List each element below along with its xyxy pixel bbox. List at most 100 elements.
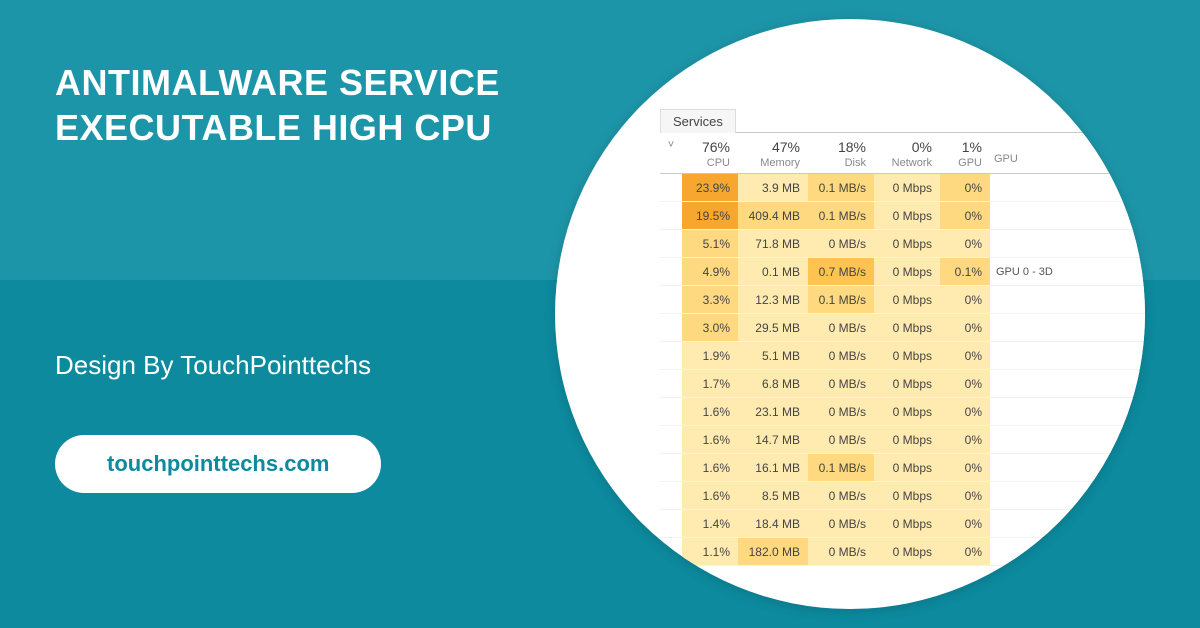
table-row[interactable]: 3.3%12.3 MB0.1 MB/s0 Mbps0% [660, 286, 1145, 314]
task-manager-panel: Services ˅ 76% CPU 47% Memory 18% Disk 0… [660, 109, 1145, 566]
table-row[interactable]: 1.6%8.5 MB0 MB/s0 Mbps0% [660, 482, 1145, 510]
col-gpu[interactable]: 1% GPU [940, 139, 990, 169]
col-disk-label: Disk [808, 157, 866, 169]
cell-cpu: 1.6% [682, 482, 738, 509]
table-row[interactable]: 5.1%71.8 MB0 MB/s0 Mbps0% [660, 230, 1145, 258]
cell-cpu: 3.3% [682, 286, 738, 313]
cell-disk: 0 MB/s [808, 342, 874, 369]
cell-memory: 409.4 MB [738, 202, 808, 229]
cell-gpu: 0% [940, 454, 990, 481]
cell-gpu: 0% [940, 510, 990, 537]
col-network-label: Network [874, 157, 932, 169]
table-row[interactable]: 1.7%6.8 MB0 MB/s0 Mbps0% [660, 370, 1145, 398]
cell-memory: 0.1 MB [738, 258, 808, 285]
cell-network: 0 Mbps [874, 258, 940, 285]
table-row[interactable]: 3.0%29.5 MB0 MB/s0 Mbps0% [660, 314, 1145, 342]
cell-cpu: 23.9% [682, 174, 738, 201]
cell-gpu-engine [990, 342, 1145, 369]
cell-memory: 16.1 MB [738, 454, 808, 481]
table-row[interactable]: 1.9%5.1 MB0 MB/s0 Mbps0% [660, 342, 1145, 370]
cell-network: 0 Mbps [874, 286, 940, 313]
cell-gpu: 0% [940, 230, 990, 257]
col-network-percent: 0% [874, 139, 932, 155]
cell-disk: 0.1 MB/s [808, 174, 874, 201]
cell-gpu-engine [990, 510, 1145, 537]
cell-gpu-engine [990, 202, 1145, 229]
cell-cpu: 1.7% [682, 370, 738, 397]
table-row[interactable]: 1.6%14.7 MB0 MB/s0 Mbps0% [660, 426, 1145, 454]
cell-network: 0 Mbps [874, 482, 940, 509]
cell-disk: 0.7 MB/s [808, 258, 874, 285]
table-row[interactable]: 1.4%18.4 MB0 MB/s0 Mbps0% [660, 510, 1145, 538]
cell-gpu: 0% [940, 286, 990, 313]
cell-cpu: 1.6% [682, 426, 738, 453]
cell-disk: 0 MB/s [808, 314, 874, 341]
cell-memory: 3.9 MB [738, 174, 808, 201]
cell-gpu: 0% [940, 482, 990, 509]
col-gpu-label: GPU [940, 157, 982, 169]
cell-cpu: 1.6% [682, 398, 738, 425]
cell-network: 0 Mbps [874, 202, 940, 229]
cell-network: 0 Mbps [874, 538, 940, 565]
tab-services[interactable]: Services [660, 109, 736, 133]
cell-network: 0 Mbps [874, 230, 940, 257]
cell-gpu-engine [990, 482, 1145, 509]
col-cpu-percent: 76% [682, 139, 730, 155]
table-body: 23.9%3.9 MB0.1 MB/s0 Mbps0%19.5%409.4 MB… [660, 174, 1145, 566]
cell-network: 0 Mbps [874, 510, 940, 537]
cell-disk: 0.1 MB/s [808, 202, 874, 229]
table-row[interactable]: 4.9%0.1 MB0.7 MB/s0 Mbps0.1%GPU 0 - 3D [660, 258, 1145, 286]
cell-disk: 0 MB/s [808, 538, 874, 565]
table-row[interactable]: 1.1%182.0 MB0 MB/s0 Mbps0% [660, 538, 1145, 566]
cell-network: 0 Mbps [874, 370, 940, 397]
col-gpu-percent: 1% [940, 139, 982, 155]
cell-network: 0 Mbps [874, 342, 940, 369]
cell-network: 0 Mbps [874, 314, 940, 341]
cell-memory: 12.3 MB [738, 286, 808, 313]
cell-gpu: 0% [940, 398, 990, 425]
cell-cpu: 19.5% [682, 202, 738, 229]
col-gpu-engine-label[interactable]: GPU [990, 153, 1145, 169]
col-network[interactable]: 0% Network [874, 139, 940, 169]
table-row[interactable]: 1.6%23.1 MB0 MB/s0 Mbps0% [660, 398, 1145, 426]
website-pill[interactable]: touchpointtechs.com [55, 435, 381, 493]
cell-memory: 14.7 MB [738, 426, 808, 453]
table-row[interactable]: 23.9%3.9 MB0.1 MB/s0 Mbps0% [660, 174, 1145, 202]
cell-disk: 0 MB/s [808, 510, 874, 537]
cell-gpu: 0% [940, 174, 990, 201]
title-line-2: EXECUTABLE HIGH CPU [55, 107, 492, 148]
cell-gpu-engine: GPU 0 - 3D [990, 258, 1145, 285]
col-disk-percent: 18% [808, 139, 866, 155]
cell-gpu: 0.1% [940, 258, 990, 285]
cell-gpu: 0% [940, 202, 990, 229]
cell-disk: 0.1 MB/s [808, 454, 874, 481]
cell-network: 0 Mbps [874, 398, 940, 425]
cell-gpu: 0% [940, 314, 990, 341]
col-memory[interactable]: 47% Memory [738, 139, 808, 169]
table-row[interactable]: 1.6%16.1 MB0.1 MB/s0 Mbps0% [660, 454, 1145, 482]
cell-network: 0 Mbps [874, 174, 940, 201]
table-header[interactable]: ˅ 76% CPU 47% Memory 18% Disk 0% Network… [660, 132, 1145, 174]
cell-cpu: 1.9% [682, 342, 738, 369]
cell-disk: 0 MB/s [808, 370, 874, 397]
cell-cpu: 1.6% [682, 454, 738, 481]
cell-memory: 182.0 MB [738, 538, 808, 565]
cell-gpu-engine [990, 286, 1145, 313]
screenshot-circle: Services ˅ 76% CPU 47% Memory 18% Disk 0… [555, 19, 1145, 609]
cell-disk: 0 MB/s [808, 398, 874, 425]
cell-cpu: 1.1% [682, 538, 738, 565]
col-cpu[interactable]: 76% CPU [682, 139, 738, 169]
cell-gpu: 0% [940, 538, 990, 565]
cell-gpu-engine [990, 538, 1145, 565]
cell-gpu-engine [990, 314, 1145, 341]
col-disk[interactable]: 18% Disk [808, 139, 874, 169]
cell-gpu-engine [990, 426, 1145, 453]
cell-cpu: 4.9% [682, 258, 738, 285]
chevron-down-icon[interactable]: ˅ [660, 139, 682, 169]
table-row[interactable]: 19.5%409.4 MB0.1 MB/s0 Mbps0% [660, 202, 1145, 230]
cell-memory: 18.4 MB [738, 510, 808, 537]
cell-gpu-engine [990, 370, 1145, 397]
cell-gpu: 0% [940, 426, 990, 453]
design-byline: Design By TouchPointtechs [55, 350, 371, 381]
cell-cpu: 5.1% [682, 230, 738, 257]
